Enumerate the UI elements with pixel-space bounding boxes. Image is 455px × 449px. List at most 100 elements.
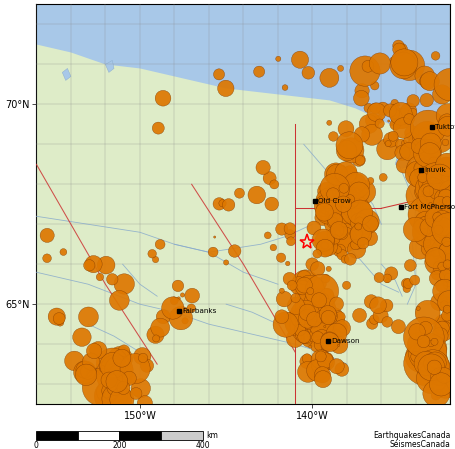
Point	[441, 288, 448, 295]
Point	[311, 291, 318, 298]
Point	[390, 57, 397, 64]
Point	[354, 136, 361, 143]
Point	[300, 333, 308, 340]
Point	[334, 246, 341, 253]
Point	[342, 169, 349, 176]
Point	[339, 165, 346, 172]
Point	[438, 291, 445, 298]
Point	[81, 366, 88, 374]
Point	[424, 78, 431, 85]
Point	[271, 181, 278, 188]
Point	[434, 188, 441, 195]
Point	[222, 85, 229, 92]
Point	[445, 274, 452, 281]
Point	[89, 370, 96, 377]
Point	[352, 241, 359, 248]
Point	[86, 262, 93, 269]
Point	[433, 271, 440, 278]
Text: Old Crow: Old Crow	[318, 198, 351, 204]
Point	[430, 172, 437, 179]
Point	[411, 277, 419, 284]
Point	[315, 297, 323, 304]
Point	[148, 250, 156, 257]
Point	[111, 370, 119, 377]
Text: 200: 200	[112, 441, 127, 449]
Point	[332, 236, 339, 243]
Point	[376, 60, 384, 67]
Point	[120, 347, 127, 354]
Polygon shape	[106, 61, 114, 72]
Point	[428, 375, 435, 382]
Polygon shape	[395, 144, 416, 168]
Point	[322, 357, 329, 364]
Point	[313, 329, 320, 336]
Point	[323, 343, 330, 350]
Point	[420, 129, 428, 136]
Text: km: km	[206, 431, 218, 440]
Text: Fort McPherson: Fort McPherson	[404, 204, 455, 210]
Point	[430, 345, 437, 352]
Point	[188, 292, 196, 299]
Point	[432, 189, 439, 197]
Point	[350, 189, 358, 197]
Point	[334, 172, 341, 179]
Point	[425, 349, 432, 356]
Point	[299, 312, 306, 319]
Point	[110, 371, 117, 379]
Point	[335, 342, 342, 349]
Point	[426, 78, 434, 85]
Point	[160, 313, 167, 320]
Point	[292, 335, 299, 342]
Point	[416, 175, 423, 182]
Point	[278, 287, 285, 294]
Point	[437, 185, 444, 192]
Point	[107, 387, 115, 394]
Point	[331, 185, 339, 192]
Point	[384, 277, 391, 284]
Point	[406, 62, 413, 69]
Point	[333, 363, 340, 370]
Point	[439, 263, 446, 270]
Point	[435, 226, 442, 233]
Point	[443, 299, 450, 307]
Point	[87, 358, 95, 365]
Point	[421, 200, 428, 207]
Point	[401, 59, 408, 66]
Point	[443, 163, 450, 171]
Point	[443, 198, 450, 205]
Point	[330, 133, 337, 140]
Point	[109, 361, 116, 368]
Point	[314, 334, 321, 341]
Point	[311, 308, 318, 315]
Polygon shape	[62, 68, 71, 80]
Point	[359, 87, 366, 94]
Point	[216, 200, 223, 207]
Point	[325, 310, 332, 317]
Point	[428, 189, 435, 196]
Point	[326, 337, 333, 344]
Point	[424, 349, 431, 356]
Point	[299, 304, 306, 312]
Point	[327, 209, 334, 216]
Point	[383, 302, 390, 309]
Point	[343, 183, 350, 190]
Point	[347, 255, 354, 263]
Point	[157, 324, 164, 331]
Text: 400: 400	[195, 441, 210, 449]
Point	[356, 219, 363, 226]
Point	[322, 362, 329, 370]
Point	[425, 188, 432, 195]
Point	[253, 191, 260, 198]
Point	[323, 304, 330, 311]
Point	[313, 314, 321, 321]
Point	[435, 135, 443, 142]
Point	[91, 348, 98, 355]
Point	[399, 62, 407, 69]
Point	[332, 169, 339, 176]
Point	[379, 174, 387, 181]
Point	[439, 198, 446, 206]
Polygon shape	[420, 200, 426, 212]
Point	[417, 360, 425, 367]
Point	[287, 238, 294, 245]
Point	[444, 112, 451, 119]
